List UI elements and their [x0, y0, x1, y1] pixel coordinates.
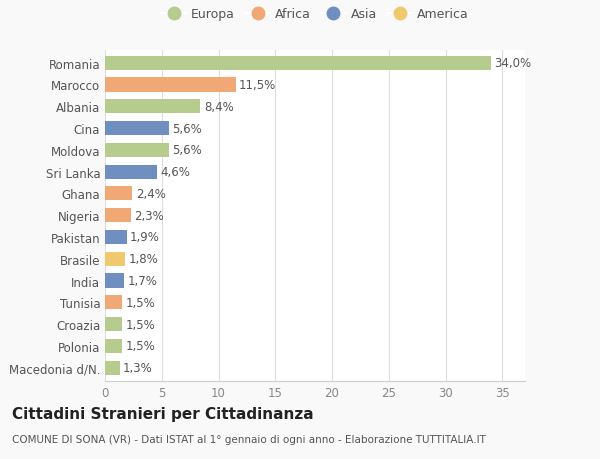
Bar — [105, 100, 200, 114]
Bar — [105, 296, 122, 310]
Text: 5,6%: 5,6% — [172, 144, 202, 157]
Bar — [105, 78, 236, 92]
Text: 4,6%: 4,6% — [161, 166, 190, 179]
Text: 8,4%: 8,4% — [204, 101, 233, 113]
Text: 1,3%: 1,3% — [123, 361, 153, 375]
Bar — [105, 252, 125, 266]
Bar — [105, 165, 157, 179]
Text: 1,5%: 1,5% — [125, 296, 155, 309]
Text: 34,0%: 34,0% — [494, 57, 532, 70]
Text: 1,7%: 1,7% — [128, 274, 158, 287]
Bar — [105, 317, 122, 331]
Text: 1,9%: 1,9% — [130, 231, 160, 244]
Text: 5,6%: 5,6% — [172, 122, 202, 135]
Text: COMUNE DI SONA (VR) - Dati ISTAT al 1° gennaio di ogni anno - Elaborazione TUTTI: COMUNE DI SONA (VR) - Dati ISTAT al 1° g… — [12, 434, 486, 444]
Text: 2,3%: 2,3% — [134, 209, 164, 222]
Text: Cittadini Stranieri per Cittadinanza: Cittadini Stranieri per Cittadinanza — [12, 406, 314, 421]
Text: 11,5%: 11,5% — [239, 79, 276, 92]
Text: 1,5%: 1,5% — [125, 318, 155, 331]
Bar — [105, 122, 169, 136]
Bar — [105, 339, 122, 353]
Bar — [105, 230, 127, 245]
Legend: Europa, Africa, Asia, America: Europa, Africa, Asia, America — [158, 6, 472, 23]
Bar — [105, 361, 120, 375]
Bar — [105, 274, 124, 288]
Bar — [105, 143, 169, 157]
Bar — [105, 56, 491, 71]
Bar — [105, 187, 132, 201]
Text: 2,4%: 2,4% — [136, 188, 166, 201]
Text: 1,5%: 1,5% — [125, 340, 155, 353]
Text: 1,8%: 1,8% — [129, 253, 158, 266]
Bar — [105, 209, 131, 223]
